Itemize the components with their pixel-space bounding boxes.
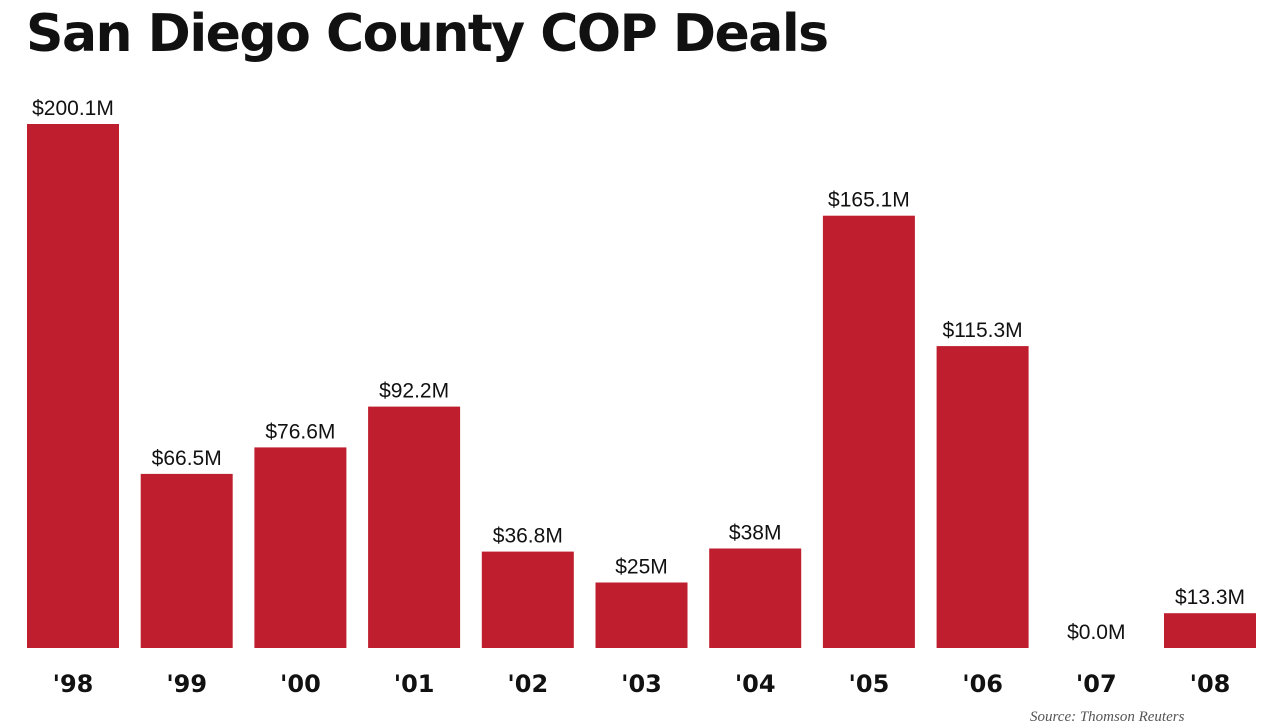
bar-group xyxy=(27,124,1256,648)
x-tick-label: '03 xyxy=(621,670,662,698)
x-tick-label: '01 xyxy=(394,670,435,698)
x-tick-label: '04 xyxy=(735,670,776,698)
bar-value-label: $76.6M xyxy=(265,420,335,443)
bar-value-label: $36.8M xyxy=(493,525,563,548)
bar xyxy=(140,473,233,648)
bar xyxy=(709,548,802,648)
bar xyxy=(1164,613,1256,648)
x-tick-label: '99 xyxy=(166,670,207,698)
x-tick-label: '05 xyxy=(849,670,890,698)
bar-value-label: $165.1M xyxy=(828,189,910,212)
x-tick-label: '02 xyxy=(507,670,548,698)
bar xyxy=(595,582,688,648)
bar xyxy=(936,346,1029,648)
x-tick-label: '08 xyxy=(1190,670,1231,698)
bar-value-label: $13.3M xyxy=(1175,586,1245,609)
source-note: Source: Thomson Reuters xyxy=(1030,709,1185,725)
x-tick-label: '00 xyxy=(280,670,321,698)
bar-value-label: $115.3M xyxy=(943,319,1023,342)
bar-value-label: $25M xyxy=(615,556,668,579)
x-tick-label: '06 xyxy=(962,670,1003,698)
x-tick-label-group: '98 '99 '00 '01 '02 '03 '04 '05 '06 '07 '08 xyxy=(53,670,1231,698)
bar xyxy=(481,551,574,648)
bar-value-label: $200.1M xyxy=(32,97,114,120)
x-tick-label: '98 xyxy=(53,670,94,698)
bar-value-label: $92.2M xyxy=(379,380,449,403)
x-tick-label: '07 xyxy=(1076,670,1117,698)
bar-value-label: $0.0M xyxy=(1067,621,1125,644)
bar-value-label: $66.5M xyxy=(152,447,222,470)
bar-value-label: $38M xyxy=(729,522,782,545)
bar xyxy=(27,124,119,648)
value-label-group: $200.1M $66.5M $76.6M $92.2M $36.8M $25M $38M $… xyxy=(32,97,1245,644)
chart-title: San Diego County COP Deals xyxy=(26,4,829,64)
bar xyxy=(822,215,915,648)
bar xyxy=(254,447,347,648)
bar xyxy=(368,406,461,648)
